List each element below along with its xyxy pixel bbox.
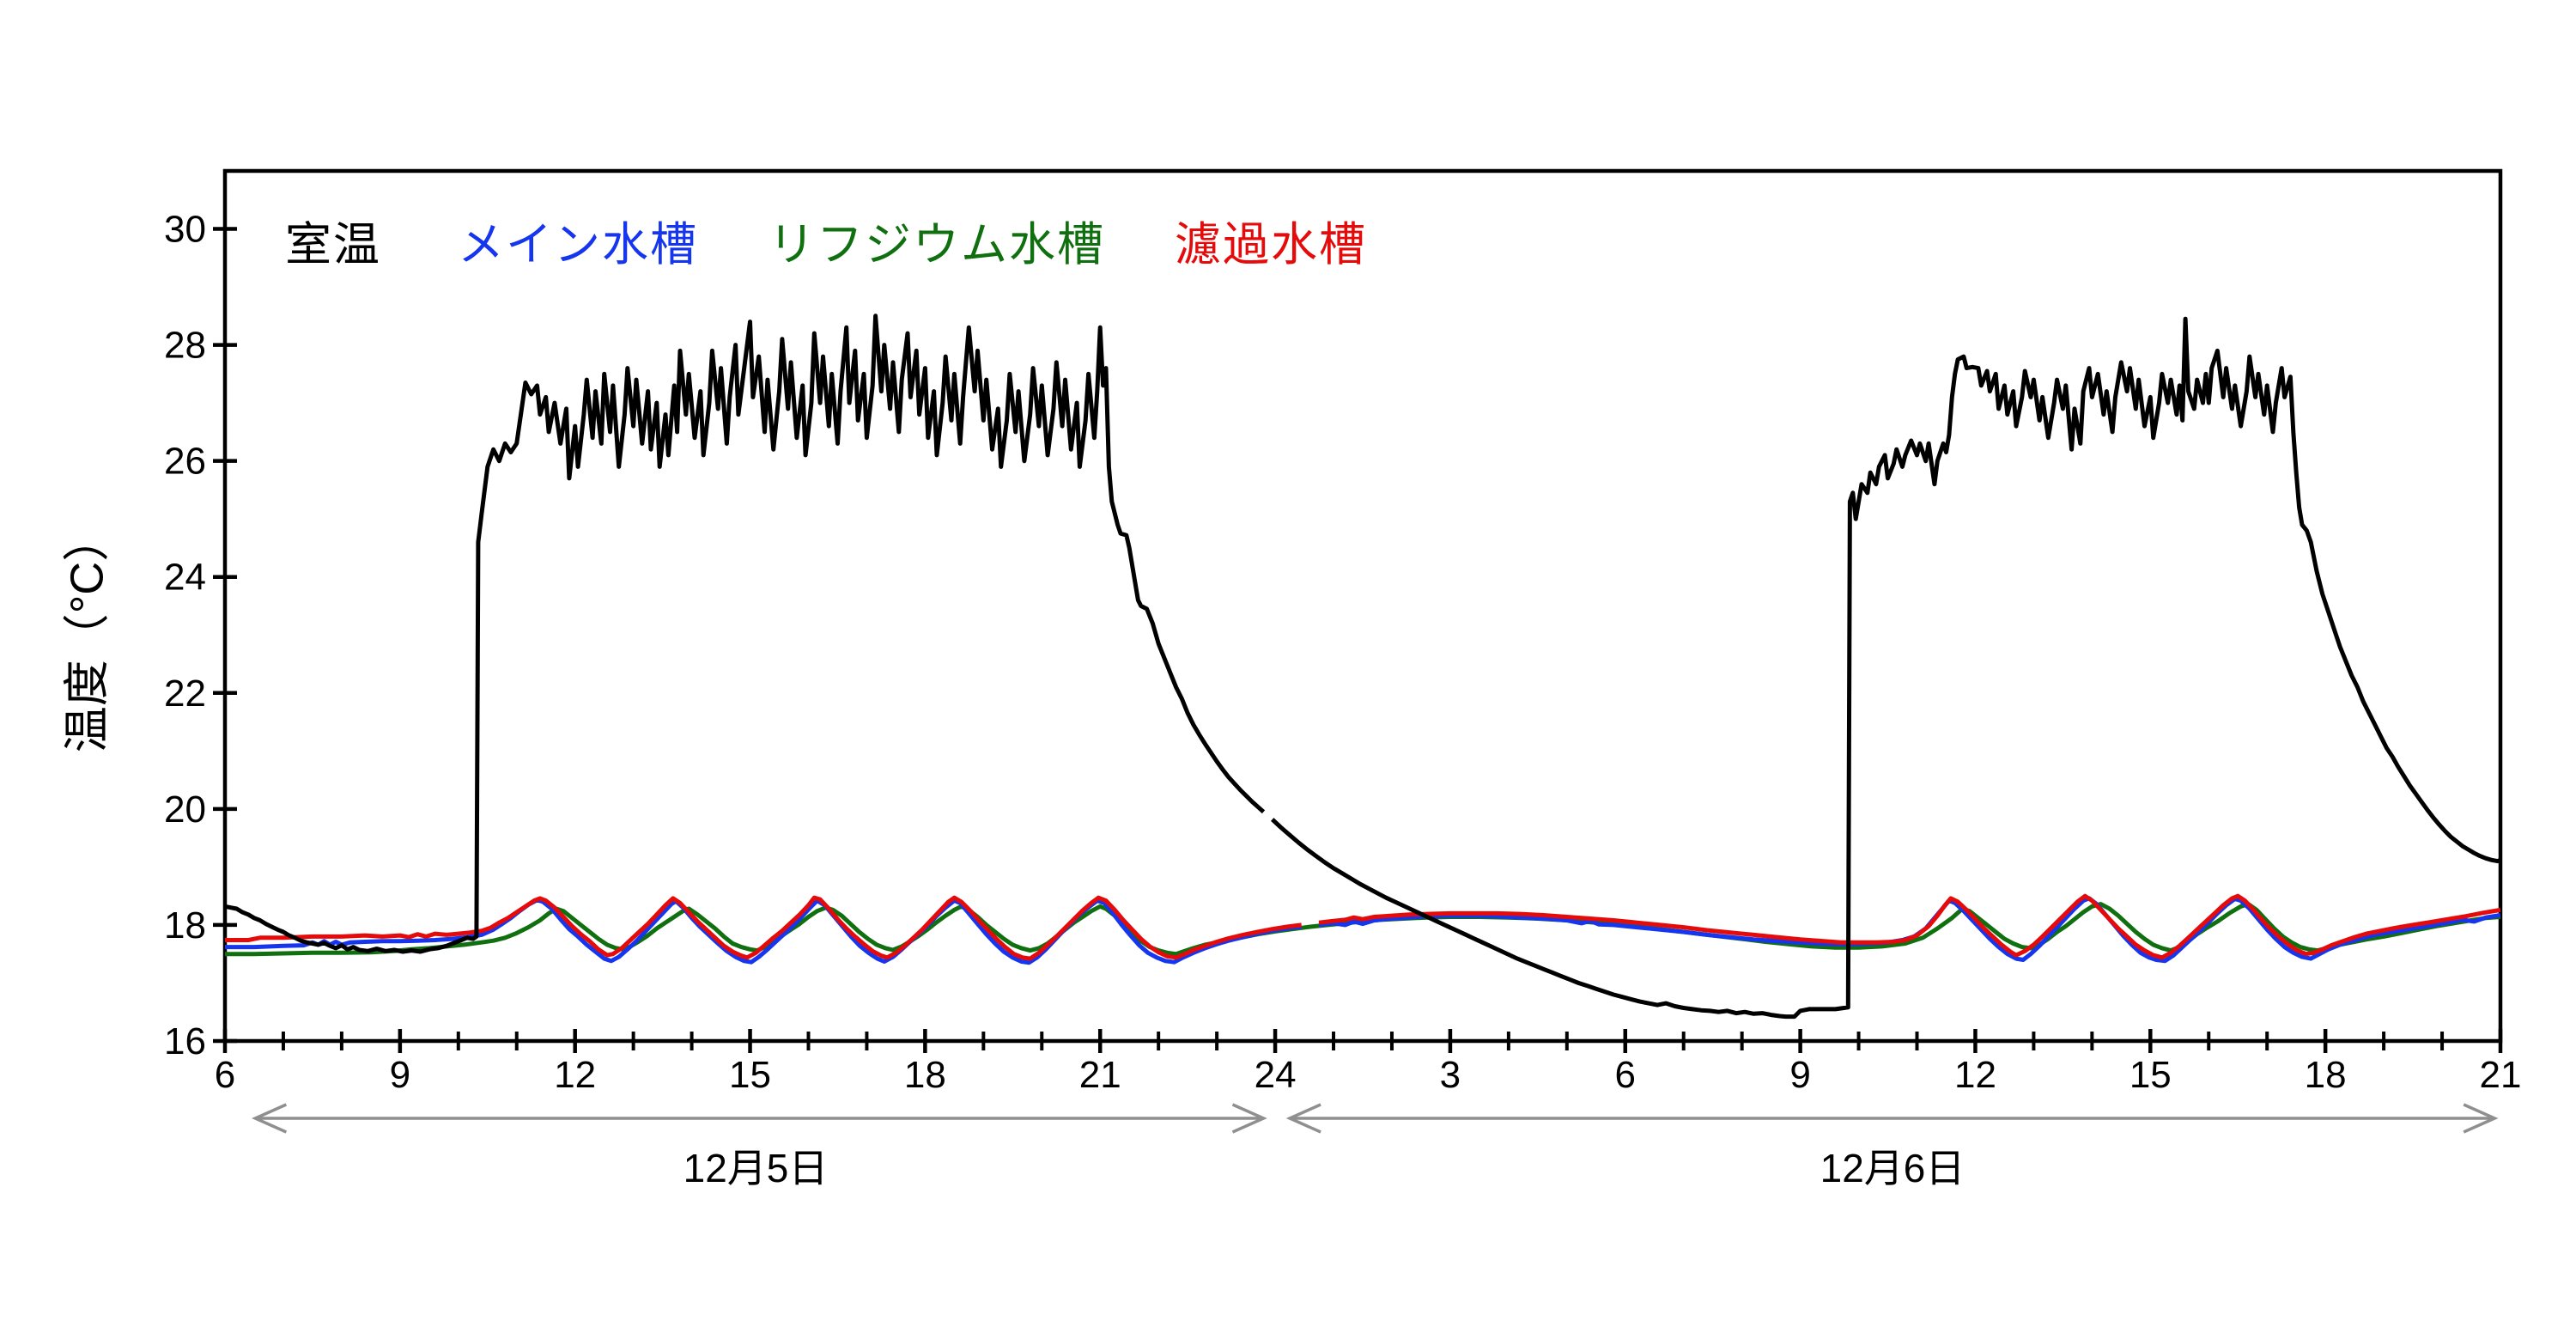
x-tick-label: 6 bbox=[1615, 1054, 1636, 1096]
y-axis-title: 温度（°C） bbox=[61, 514, 113, 753]
day1-label: 12月5日 bbox=[683, 1146, 829, 1190]
legend-refugium-tank: リフジウム水槽 bbox=[769, 219, 1105, 271]
y-tick-label: 24 bbox=[164, 557, 206, 599]
series-room-line bbox=[224, 314, 2501, 1020]
day2-label: 12月6日 bbox=[1820, 1146, 1965, 1190]
series-refugium-tank-line bbox=[225, 902, 2501, 957]
legend-main-tank: メイン水槽 bbox=[458, 219, 698, 271]
x-tick-label: 21 bbox=[1079, 1054, 1121, 1096]
x-tick-label: 24 bbox=[1255, 1054, 1297, 1096]
x-tick-label: 18 bbox=[2305, 1054, 2347, 1096]
x-tick-label: 12 bbox=[554, 1054, 596, 1096]
y-tick-label: 20 bbox=[164, 788, 206, 831]
x-tick-label: 9 bbox=[390, 1054, 410, 1096]
plot-frame bbox=[222, 168, 2503, 1044]
y-tick-label: 26 bbox=[164, 441, 206, 483]
y-tick-label: 16 bbox=[164, 1020, 206, 1062]
series-filter-tank-line bbox=[225, 893, 2501, 961]
y-tick-label: 18 bbox=[164, 904, 206, 947]
x-tick-label: 15 bbox=[2129, 1054, 2172, 1096]
y-axis-ticks: 16 18 20 22 24 26 28 30 bbox=[164, 209, 237, 1062]
x-tick-label: 15 bbox=[729, 1054, 771, 1096]
x-axis-ticks: 6 9 12 15 18 21 24 3 6 9 12 15 18 21 bbox=[215, 1029, 2522, 1096]
x-tick-label: 12 bbox=[1954, 1054, 1996, 1096]
y-tick-label: 28 bbox=[164, 325, 206, 367]
day2-arrow bbox=[1285, 1103, 2499, 1134]
x-tick-label: 3 bbox=[1440, 1054, 1461, 1096]
y-tick-label: 22 bbox=[164, 673, 206, 715]
y-tick-label: 30 bbox=[164, 209, 206, 251]
x-tick-label: 18 bbox=[904, 1054, 946, 1096]
legend-room-temp: 室温 bbox=[285, 219, 381, 271]
x-tick-label: 21 bbox=[2480, 1054, 2522, 1096]
series-main-tank-line bbox=[225, 896, 2501, 965]
legend-filter-tank: 濾過水槽 bbox=[1175, 219, 1367, 271]
x-tick-label: 9 bbox=[1789, 1054, 1810, 1096]
x-tick-label: 6 bbox=[215, 1054, 235, 1096]
day1-arrow bbox=[252, 1103, 1267, 1134]
